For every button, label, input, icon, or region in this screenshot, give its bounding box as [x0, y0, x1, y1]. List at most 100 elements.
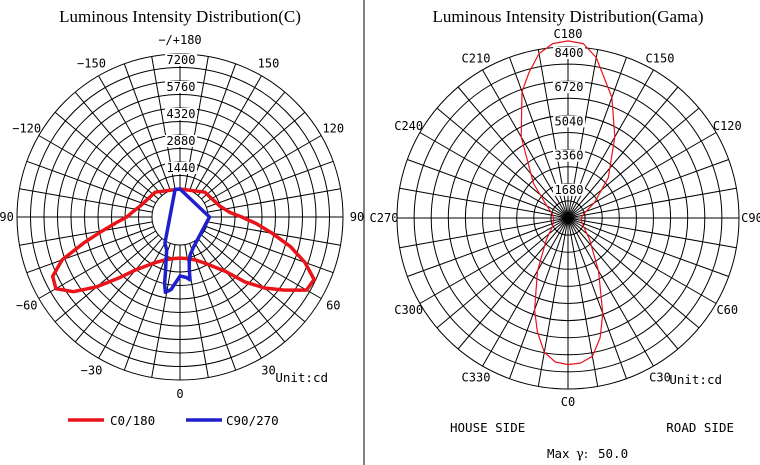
left-radial-label: 5760	[167, 80, 196, 94]
right-angle-label: C60	[716, 303, 738, 317]
right-unit-label: Unit:cd	[669, 372, 722, 387]
left-series-0-curve	[50, 187, 316, 294]
left-grid-spoke	[193, 240, 262, 359]
right-angle-label: C30	[649, 370, 671, 384]
left-series-1-curve	[162, 187, 212, 295]
left-angle-label: 120	[322, 122, 344, 136]
legend-label-c90-270: C90/270	[226, 413, 279, 428]
max-gamma-value: 50.0	[598, 446, 628, 461]
left-angle-label: 90	[350, 210, 364, 224]
left-angle-label: −/+180	[158, 33, 201, 47]
left-angle-label: −150	[77, 57, 106, 71]
right-angle-label: C150	[646, 52, 675, 66]
left-radial-label-bg	[165, 54, 197, 66]
right-angle-label: C240	[394, 119, 423, 133]
left-grid-spoke	[197, 238, 286, 343]
right-series	[520, 40, 616, 366]
legend-label-c0-180: C0/180	[110, 413, 155, 428]
right-radial-label: 1680	[555, 183, 584, 197]
left-radial-label: 1440	[167, 161, 196, 175]
house-side-label: HOUSE SIDE	[450, 420, 525, 435]
left-chart-title: Luminous Intensity Distribution(C)	[59, 7, 301, 26]
left-angle-label: −120	[12, 122, 41, 136]
left-grid-spoke	[206, 160, 334, 208]
left-grid-spoke	[98, 240, 167, 359]
max-gamma-label: Max	[547, 446, 570, 461]
left-angle-label: −90	[0, 210, 14, 224]
left-grid-spoke	[19, 188, 153, 213]
right-radial-label-bg	[553, 47, 585, 59]
left-radial-labels: 1440 2880 4320 5760 7200	[165, 53, 197, 175]
left-grid-spoke	[54, 111, 159, 200]
right-grid-spoke	[482, 217, 569, 367]
right-radial-label: 8400	[555, 46, 584, 60]
left-radial-label: 7200	[167, 53, 196, 67]
left-radial-label-bg	[165, 108, 197, 120]
left-grid-spoke	[197, 91, 286, 196]
road-side-label: ROAD SIDE	[666, 420, 734, 435]
left-angle-label: −60	[16, 299, 38, 313]
left-grid-spoke	[193, 75, 262, 194]
right-radial-label: 3360	[555, 149, 584, 163]
left-grid-spoke	[74, 91, 163, 196]
left-angle-label: −30	[81, 363, 103, 377]
right-grid-spoke	[419, 132, 569, 219]
left-grid-spoke	[19, 221, 153, 246]
right-radial-label-bg	[553, 115, 585, 128]
left-grid-spoke	[38, 230, 157, 299]
right-angle-label: C270	[370, 211, 399, 225]
left-grid-spoke	[151, 244, 176, 378]
right-angle-label: C180	[554, 27, 583, 41]
left-angle-label: 30	[261, 363, 275, 377]
left-grid-spoke	[201, 111, 306, 200]
right-angle-label: C210	[462, 52, 491, 66]
right-radial-label-bg	[553, 149, 585, 162]
left-grid-spoke	[74, 238, 163, 343]
left-grid-spoke	[26, 226, 154, 274]
right-radial-label-bg	[553, 183, 585, 196]
left-grid-spoke	[98, 75, 167, 194]
right-grid-spoke	[567, 217, 627, 379]
right-grid-spoke	[457, 217, 569, 350]
legend: C0/180 C90/270	[68, 413, 279, 428]
right-grid-spoke	[399, 187, 569, 219]
right-chart-title: Luminous Intensity Distribution(Gama)	[432, 7, 703, 26]
right-grid-spoke	[567, 217, 700, 329]
left-grid-spoke	[123, 63, 171, 191]
right-grid-spoke	[436, 217, 569, 329]
left-radial-label: 2880	[167, 134, 196, 148]
right-angle-label: C0	[561, 395, 575, 409]
right-grid-spoke	[567, 217, 717, 304]
right-grid-spoke	[567, 217, 599, 387]
max-gamma-symbol: γ:	[576, 447, 588, 462]
left-grid-spoke	[123, 243, 171, 371]
right-grid-spoke	[567, 159, 729, 219]
left-polar-chart: Luminous Intensity Distribution(C) 0 30 60…	[0, 7, 364, 428]
left-angle-label: 0	[176, 387, 183, 401]
left-series	[50, 187, 316, 295]
right-grid-spoke	[509, 217, 569, 379]
left-unit-label: Unit:cd	[275, 370, 328, 385]
right-angle-labels: C0 C30 C60 C90 C120 C150 C180 C210 C240 C270 C300 C…	[370, 27, 760, 409]
right-angle-label: C90	[741, 211, 760, 225]
left-radial-label: 4320	[167, 107, 196, 121]
right-angle-label: C300	[394, 303, 423, 317]
right-radial-label-bg	[553, 81, 585, 94]
left-grid-spoke	[203, 135, 322, 204]
left-grid-spoke	[201, 234, 306, 323]
left-grid-spoke	[38, 135, 157, 204]
right-grid-spoke	[567, 217, 654, 367]
right-grid-spoke	[537, 217, 569, 387]
right-grid-spoke	[567, 217, 737, 249]
right-grid-spoke	[567, 217, 729, 277]
left-grid-spoke	[54, 234, 159, 323]
right-radial-label: 6720	[555, 80, 584, 94]
right-angle-label: C120	[713, 119, 742, 133]
right-radial-label: 5040	[555, 114, 584, 128]
left-grid-spoke	[207, 188, 341, 213]
right-angle-label: C330	[462, 370, 491, 384]
left-radial-label-bg	[165, 135, 197, 147]
left-radial-label-bg	[165, 162, 197, 174]
right-grid-spoke	[407, 159, 569, 219]
